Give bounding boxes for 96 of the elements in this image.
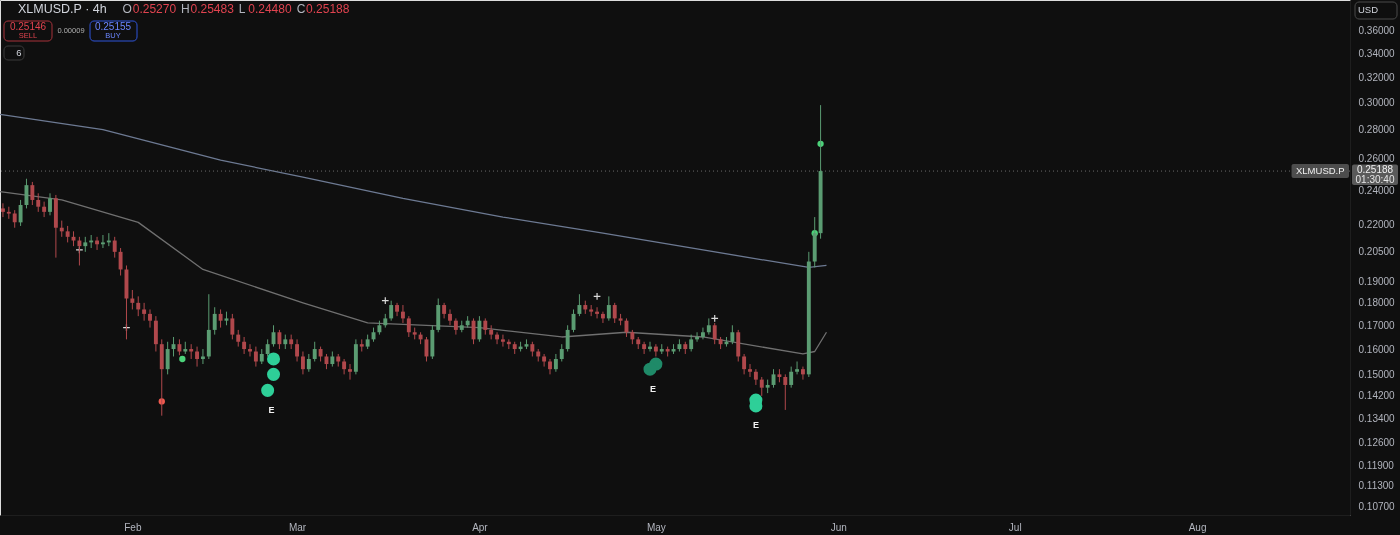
x-tick-label: Feb: [124, 521, 142, 533]
candlestick: [453, 317, 458, 336]
candlestick: [248, 343, 252, 357]
text: 01:30:40: [1355, 173, 1395, 185]
annotation: E: [268, 404, 275, 415]
y-tick-label: 0.14200: [1358, 390, 1396, 402]
candlestick: [30, 181, 35, 206]
candlestick: [100, 234, 105, 249]
candlestick: [36, 192, 41, 213]
x-tick-label: May: [646, 521, 666, 533]
candlestick: [48, 192, 52, 216]
y-tick-label: 0.19000: [1358, 276, 1396, 288]
y-tick-label: 0.34000: [1358, 47, 1396, 59]
text: USD: [1358, 4, 1379, 15]
candlestick: [200, 348, 205, 365]
candlestick: [500, 334, 505, 348]
y-tick-label: 0.22000: [1358, 218, 1396, 230]
y-tick-label: 0.10700: [1358, 501, 1396, 513]
annotation: 0.25146: [9, 21, 47, 32]
y-tick-label: 0.24000: [1358, 184, 1396, 196]
candlestick: [548, 358, 552, 375]
y-tick-label: 0.26000: [1358, 153, 1396, 165]
candlestick: [142, 302, 147, 322]
candlestick: [742, 353, 747, 375]
annotation: 0.25155: [94, 21, 132, 32]
candlestick: [277, 329, 282, 350]
x-tick-label: Jun: [830, 521, 847, 533]
candlestick: [406, 315, 411, 338]
candlestick: [242, 336, 247, 355]
candlestick: [165, 341, 170, 375]
y-tick-label: 0.11900: [1358, 459, 1395, 471]
chart-subtitle: O0.25270 H0.25483 L0.24480 C0.25188: [122, 2, 350, 16]
candlestick: [230, 313, 235, 340]
candlestick: [542, 353, 547, 368]
candlestick: [153, 315, 158, 353]
candlestick: [218, 308, 223, 329]
candlestick: [477, 315, 482, 343]
y-tick-label: 0.30000: [1358, 97, 1396, 108]
candlestick: [212, 306, 217, 336]
chart-title: XLMUSD.P · 4h: [18, 2, 107, 16]
candlestick: [612, 302, 617, 324]
x-tick-label: Aug: [1188, 521, 1207, 533]
x-tick-label: Jul: [1008, 521, 1022, 533]
x-tick-label: Mar: [288, 521, 307, 533]
candlestick: [395, 302, 400, 317]
y-tick-label: 0.12600: [1358, 437, 1396, 449]
candlestick: [253, 346, 258, 368]
candlestick: [295, 338, 300, 362]
candlestick: [42, 201, 47, 218]
candlestick: [389, 300, 394, 322]
candlestick: [712, 322, 717, 345]
candlestick: [795, 361, 800, 375]
x-tick-label: Apr: [472, 521, 489, 533]
candlestick: [448, 308, 452, 326]
y-tick-label: 0.20500: [1358, 246, 1396, 258]
ref-line-label: 0.25188: [1356, 163, 1394, 175]
candlestick: [700, 327, 705, 340]
y-tick-label: 0.13400: [1358, 413, 1396, 425]
candlestick: [800, 366, 805, 381]
candlestick: [565, 324, 570, 353]
point: [593, 292, 602, 301]
candlestick: [18, 199, 23, 227]
candlestick: [112, 236, 117, 259]
y-tick-label: 0.28000: [1358, 124, 1396, 136]
candlestick: [606, 295, 611, 322]
y-tick-label: 0.15000: [1358, 368, 1396, 380]
candlestick: [195, 346, 200, 368]
candlestick: [577, 293, 582, 317]
candlestick: [748, 363, 752, 378]
candlestick: [730, 324, 735, 345]
candlestick: [642, 341, 647, 355]
y-tick-label: 0.36000: [1358, 25, 1396, 37]
y-tick-label: 0.18000: [1358, 297, 1396, 309]
candlestick: [342, 358, 347, 375]
y-tick-label: 0.17000: [1358, 319, 1396, 331]
candlestick: [136, 295, 141, 317]
candlestick: [312, 341, 317, 362]
candlestick: [0, 202, 5, 218]
annotation: XLMUSD.P: [1295, 165, 1345, 177]
candlestick: [348, 363, 352, 381]
y-tick-label: 0.11300: [1358, 479, 1395, 491]
candlestick: [759, 376, 764, 397]
annotation: 6: [16, 47, 22, 58]
candlestick: [789, 366, 794, 389]
annotation: E: [752, 420, 759, 431]
y-tick-label: 0.32000: [1358, 71, 1396, 83]
candlestick: [118, 247, 123, 276]
candlestick: [148, 308, 152, 329]
candlestick: [753, 368, 758, 386]
annotation: E: [649, 383, 656, 394]
candlestick: [400, 304, 405, 324]
candlestick: [783, 373, 788, 411]
candlestick: [300, 351, 305, 375]
candlestick: [130, 289, 135, 310]
candlestick: [653, 343, 658, 357]
y-tick-label: 0.16000: [1358, 343, 1396, 355]
